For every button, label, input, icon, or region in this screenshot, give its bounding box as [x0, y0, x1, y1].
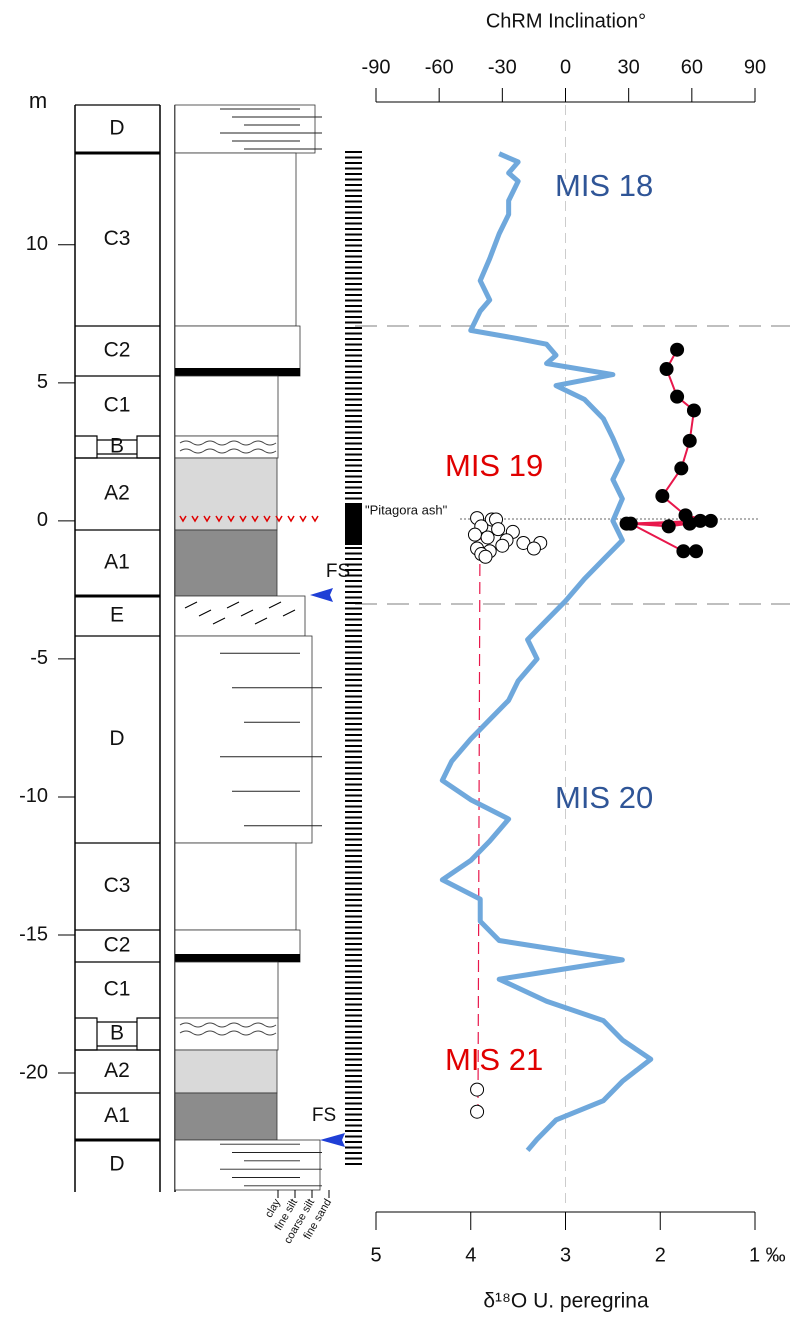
y-tick-label: 10: [26, 233, 48, 255]
inclination-point: [492, 523, 505, 536]
mean-line: [478, 528, 480, 1108]
stage-label: MIS 18: [555, 168, 653, 203]
y-axis-title: m: [29, 88, 47, 113]
inclination-point: [671, 390, 684, 403]
x2-tick-label: 1 ‰: [749, 1244, 786, 1266]
inclination-point: [479, 550, 492, 563]
x-tick-label: -30: [488, 56, 517, 78]
unit-label: C1: [104, 978, 131, 1001]
inclination-point: [468, 528, 481, 541]
lithology: [175, 636, 312, 843]
ash-mark: [312, 516, 318, 521]
lithology: [175, 962, 278, 1018]
lithology: [175, 843, 296, 930]
unit-label: D: [109, 727, 124, 750]
inclination-point: [677, 545, 690, 558]
x2-tick-label: 4: [465, 1244, 476, 1266]
inclination-point: [662, 520, 675, 533]
ash-mark: [288, 516, 294, 521]
stage-label: MIS 21: [445, 1042, 543, 1077]
stage-label: MIS 19: [445, 448, 543, 483]
x2-tick-label: 5: [370, 1244, 381, 1266]
inclination-point: [671, 343, 684, 356]
unit-label: C2: [104, 339, 131, 362]
inclination-point: [687, 404, 700, 417]
inclination-point: [683, 434, 696, 447]
x-tick-label: -60: [425, 56, 454, 78]
lithology: [175, 376, 278, 436]
x-tick-label: -90: [362, 56, 391, 78]
inclination-point: [471, 1083, 484, 1096]
page: ChRM Inclination° δ¹⁸O U. peregrina m FS…: [0, 0, 798, 1328]
inclination-point: [675, 462, 688, 475]
unit-label: C3: [104, 227, 131, 250]
polarity-block: [345, 505, 362, 545]
lithology: [175, 458, 277, 530]
unit-label: E: [110, 604, 124, 627]
inclination-point: [683, 517, 696, 530]
unit-label: A1: [104, 1104, 130, 1127]
unit-label: B: [110, 1022, 124, 1045]
lithology-band: [175, 368, 300, 376]
y-tick-label: -10: [19, 785, 48, 807]
x-tick-label: 90: [744, 56, 766, 78]
y-tick-label: 5: [37, 371, 48, 393]
inclination-point: [481, 531, 494, 544]
fs-arrow: [310, 588, 333, 602]
y-tick-label: -5: [30, 647, 48, 669]
chart: ChRM Inclination° δ¹⁸O U. peregrina m FS…: [0, 0, 798, 1328]
unit-label: C1: [104, 394, 131, 417]
unit-label: A2: [104, 1059, 130, 1082]
unit-label: D: [109, 1153, 124, 1176]
inclination-point: [496, 539, 509, 552]
x2-tick-label: 3: [560, 1244, 571, 1266]
x-tick-label: 0: [560, 56, 571, 78]
lithology: [175, 1093, 277, 1140]
y-tick-label: -20: [19, 1061, 48, 1083]
inclination-point: [690, 545, 703, 558]
unit-label: A2: [104, 482, 130, 505]
lithology: [175, 596, 305, 636]
fs-label: FS: [312, 1105, 336, 1126]
y-tick-label: 0: [37, 509, 48, 531]
inclination-point: [660, 363, 673, 376]
x2-tick-label: 2: [655, 1244, 666, 1266]
unit-label: D: [109, 117, 124, 140]
x-axis-title: ChRM Inclination°: [486, 10, 646, 32]
inclination-point: [656, 490, 669, 503]
unit-label: C3: [104, 874, 131, 897]
stage-label: MIS 20: [555, 780, 653, 815]
y-tick-label: -15: [19, 923, 48, 945]
fs-arrow: [320, 1133, 345, 1147]
isotope-curve: [442, 154, 650, 1151]
x-tick-label: 30: [618, 56, 640, 78]
lithology: [175, 436, 278, 458]
ash-label: "Pitagora ash": [365, 502, 448, 517]
lithology: [175, 530, 277, 596]
inclination-point: [527, 542, 540, 555]
lithology-band: [175, 954, 300, 962]
lithology: [175, 153, 296, 326]
inclination-point: [624, 517, 637, 530]
unit-label: A1: [104, 551, 130, 574]
inclination-point: [471, 1105, 484, 1118]
lithology: [175, 105, 315, 153]
lithology: [175, 1140, 320, 1190]
unit-label: C2: [104, 934, 131, 957]
lithology: [175, 1050, 277, 1093]
x-tick-label: 60: [681, 56, 703, 78]
x2-axis-title: δ¹⁸O U. peregrina: [483, 1290, 649, 1313]
unit-label: B: [110, 435, 124, 458]
ash-mark: [300, 516, 306, 521]
